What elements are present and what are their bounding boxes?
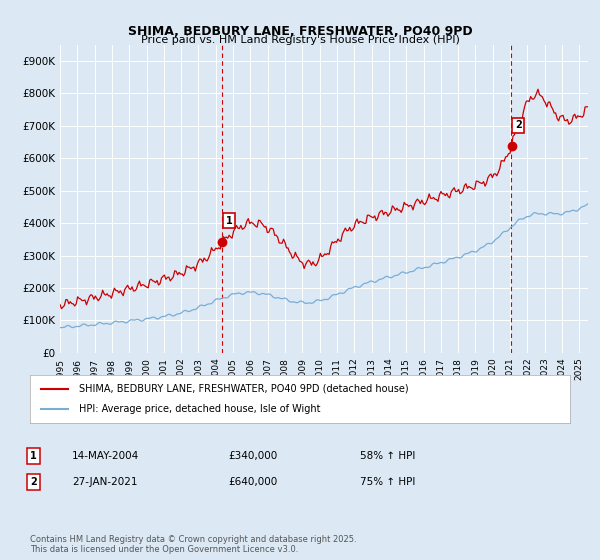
Text: 1: 1	[30, 451, 37, 461]
Text: £340,000: £340,000	[228, 451, 277, 461]
Text: SHIMA, BEDBURY LANE, FRESHWATER, PO40 9PD (detached house): SHIMA, BEDBURY LANE, FRESHWATER, PO40 9P…	[79, 384, 408, 394]
Text: 75% ↑ HPI: 75% ↑ HPI	[360, 477, 415, 487]
Text: 2: 2	[30, 477, 37, 487]
Text: 58% ↑ HPI: 58% ↑ HPI	[360, 451, 415, 461]
Text: 2: 2	[515, 120, 521, 130]
Text: HPI: Average price, detached house, Isle of Wight: HPI: Average price, detached house, Isle…	[79, 404, 320, 414]
Text: SHIMA, BEDBURY LANE, FRESHWATER, PO40 9PD: SHIMA, BEDBURY LANE, FRESHWATER, PO40 9P…	[128, 25, 472, 38]
Text: 14-MAY-2004: 14-MAY-2004	[72, 451, 139, 461]
Text: 1: 1	[226, 216, 233, 226]
Text: Price paid vs. HM Land Registry's House Price Index (HPI): Price paid vs. HM Land Registry's House …	[140, 35, 460, 45]
Text: £640,000: £640,000	[228, 477, 277, 487]
Text: Contains HM Land Registry data © Crown copyright and database right 2025.
This d: Contains HM Land Registry data © Crown c…	[30, 535, 356, 554]
Text: 27-JAN-2021: 27-JAN-2021	[72, 477, 137, 487]
